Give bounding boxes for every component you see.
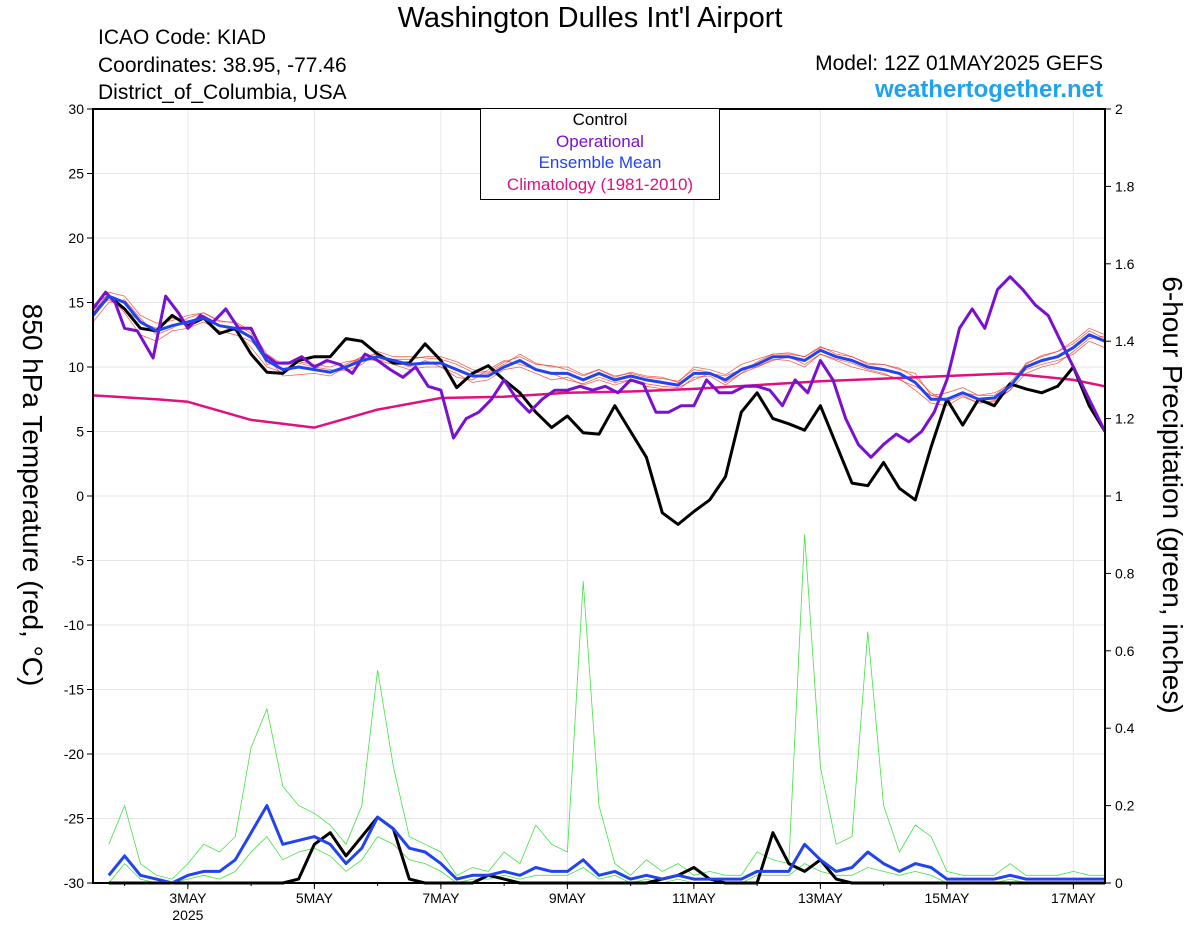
y-left-tick-label: -30 [64, 875, 84, 891]
chart-title: Washington Dulles Int'l Airport [397, 2, 783, 34]
y-left-tick-label: 5 [76, 424, 84, 440]
legend-climatology: Climatology (1981-2010) [506, 174, 694, 194]
y-right-tick-label: 2 [1115, 101, 1123, 117]
y-right-tick-label: 1.2 [1115, 411, 1135, 427]
y-right-tick-label: 1.6 [1115, 256, 1135, 272]
y-left-tick-label: -5 [72, 553, 85, 569]
y-right-tick-label: 0.8 [1115, 565, 1135, 581]
ensemble-member-temp-line [92, 299, 1106, 400]
y-left-tick-label: 10 [68, 359, 84, 375]
y-left-tick-label: 0 [76, 488, 84, 504]
icao-code: ICAO Code: KIAD [98, 26, 267, 49]
y-right-tick-label: 0.2 [1115, 798, 1135, 814]
operational-line [91, 275, 1107, 459]
y-left-tick-label: -25 [64, 811, 84, 827]
y-left-tick-label: -10 [64, 617, 84, 633]
y-left-tick-label: 20 [68, 230, 84, 246]
y-left-tick-label: -20 [64, 746, 84, 762]
y-left-tick-label: 30 [68, 101, 84, 117]
legend-control: Control [572, 110, 628, 129]
y-right-tick-label: 0 [1115, 875, 1123, 891]
legend-ensemble-mean: Ensemble Mean [538, 153, 662, 172]
axes: 302520151050-5-10-15-20-25-3021.81.61.41… [64, 101, 1135, 923]
x-tick-label: 17MAY [1051, 890, 1097, 906]
y-left-tick-label: -15 [64, 682, 84, 698]
site-link[interactable]: weathertogether.net [874, 76, 1103, 103]
ensemble-member-precip-line [108, 804, 1105, 884]
ensemble-mean-precip-line [107, 804, 1105, 885]
legend-operational: Operational [556, 131, 644, 151]
region: District_of_Columbia, USA [98, 81, 347, 104]
x-tick-year: 2025 [172, 907, 203, 923]
x-tick-label: 13MAY [798, 890, 844, 906]
x-tick-label: 7MAY [422, 890, 460, 906]
grid [93, 108, 1105, 884]
ensemble-member-precip-line [108, 534, 1105, 880]
series-lines [91, 275, 1107, 885]
y-right-tick-label: 1.8 [1115, 178, 1135, 194]
x-tick-label: 11MAY [672, 890, 716, 906]
ensemble-mean-line [91, 294, 1106, 401]
x-tick-label: 15MAY [924, 890, 970, 906]
ensemble-member-precip-line [108, 835, 1105, 884]
y-right-tick-label: 1 [1115, 488, 1123, 504]
climatology-1981-2010-line [92, 372, 1106, 429]
control-line [91, 294, 1107, 526]
legend: Control Operational Ensemble Mean Climat… [480, 108, 720, 200]
y-right-tick-label: 0.4 [1115, 720, 1135, 736]
ensemble-members [92, 291, 1106, 884]
coordinates: Coordinates: 38.95, -77.46 [98, 54, 347, 77]
x-tick-label: 5MAY [296, 890, 334, 906]
y-right-tick-label: 1.4 [1115, 333, 1135, 349]
y-left-tick-label: 15 [68, 295, 84, 311]
y-left-tick-label: 25 [68, 166, 84, 182]
y-right-tick-label: 0.6 [1115, 643, 1135, 659]
x-tick-label: 9MAY [549, 890, 587, 906]
model-run: Model: 12Z 01MAY2025 GEFS [815, 52, 1103, 75]
x-tick-label: 3MAY [169, 890, 207, 906]
